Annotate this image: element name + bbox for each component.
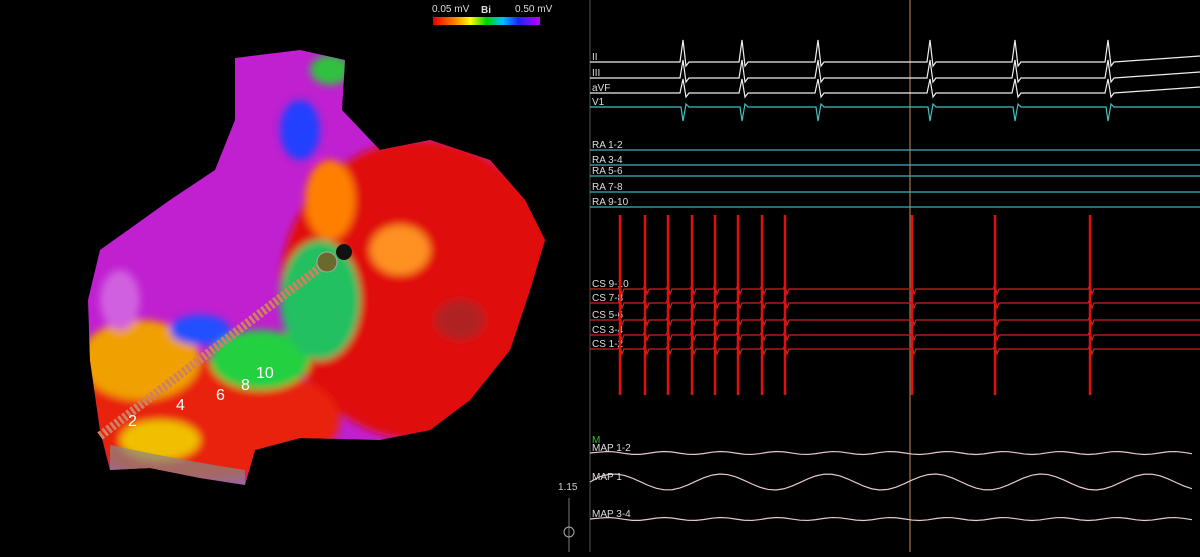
gain-label: 1.15 xyxy=(558,482,578,493)
channel-label: aVF xyxy=(592,83,610,94)
channel-label: V1 xyxy=(592,97,605,108)
electrode-label: 10 xyxy=(256,365,274,382)
trace xyxy=(589,516,1193,522)
gain-knob[interactable] xyxy=(563,526,575,538)
electrode-label: 4 xyxy=(176,397,185,414)
channel-label: MAP 3-4 xyxy=(592,509,631,520)
channel-label: CS 9-10 xyxy=(592,279,629,290)
channel-label: III xyxy=(592,68,600,79)
catheter-tip-dark xyxy=(336,244,352,260)
channel-label: CS 7-8 xyxy=(592,293,624,304)
channel-label: RA 9-10 xyxy=(592,197,629,208)
trace xyxy=(590,102,1200,122)
colorbar xyxy=(433,17,540,25)
electrode-label: 6 xyxy=(216,387,225,404)
channel-label: CS 1-2 xyxy=(592,339,624,350)
catheter-tip xyxy=(316,251,338,273)
colorbar-min: 0.05 mV xyxy=(432,4,470,15)
channel-label: RA 5-6 xyxy=(592,166,623,177)
electrode-label: 8 xyxy=(241,377,250,394)
colorbar-max: 0.50 mV xyxy=(515,4,553,15)
channel-label: CS 5-6 xyxy=(592,310,624,321)
catheter xyxy=(97,256,333,440)
channel-label: MAP 1 xyxy=(592,472,622,483)
channel-label: RA 7-8 xyxy=(592,182,623,193)
electrode-label: 2 xyxy=(128,413,137,430)
marker-label: M xyxy=(592,435,600,446)
channel-label: II xyxy=(592,52,598,63)
channel-label: RA 3-4 xyxy=(592,155,623,166)
colorbar-title: Bi xyxy=(481,5,491,16)
channel-label: CS 3-4 xyxy=(592,325,624,336)
trace xyxy=(589,473,1193,491)
trace xyxy=(590,59,1200,84)
channel-label: MAP 1-2 xyxy=(592,443,631,454)
channel-label: RA 1-2 xyxy=(592,140,623,151)
trace xyxy=(589,450,1193,456)
trace xyxy=(590,39,1200,68)
trace xyxy=(590,78,1200,99)
